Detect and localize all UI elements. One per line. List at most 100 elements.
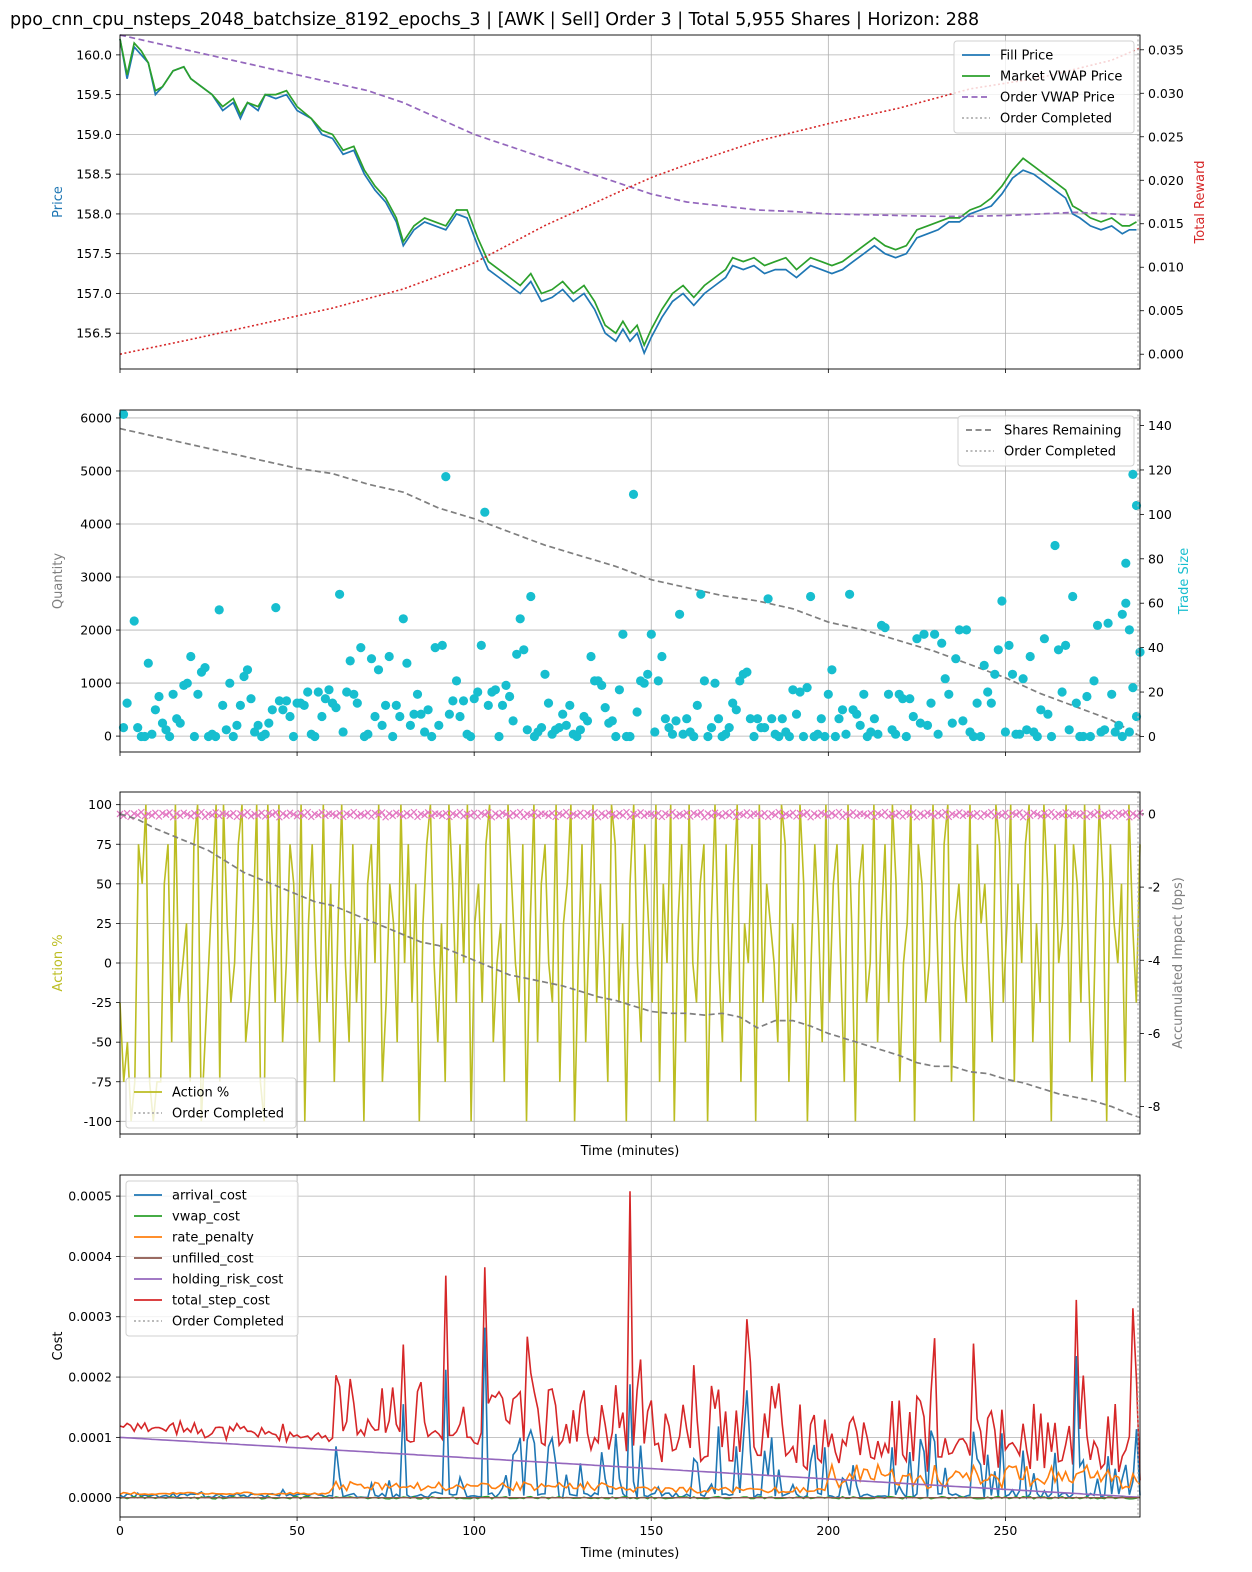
- legend-label: unfilled_cost: [172, 1252, 254, 1267]
- trade-size-point: [342, 687, 352, 697]
- trade-size-point: [1057, 687, 1067, 697]
- trade-size-point: [494, 731, 504, 742]
- impact-marker: [1086, 810, 1094, 818]
- impact-marker: [906, 811, 914, 819]
- panel-cost: 0 50 100 150 200 250 0.0000 0.0001 0.0002 0.0003 0…: [51, 1174, 1141, 1561]
- figure-title: ppo_cnn_cpu_nsteps_2048_batchsize_8192_e…: [10, 10, 979, 30]
- trade-size-point: [324, 685, 334, 695]
- impact-marker: [785, 811, 793, 819]
- series-accumulated-impact: [119, 813, 1141, 1119]
- legend: Action % Order Completed: [125, 1077, 297, 1129]
- y-tick-label: 157.0: [76, 286, 112, 301]
- trade-size-point: [940, 674, 950, 684]
- trade-size-point: [972, 698, 982, 708]
- impact-marker: [435, 810, 443, 818]
- trade-size-point: [118, 723, 129, 733]
- y-tick-label: -25: [92, 995, 112, 1010]
- trade-size-point: [448, 696, 458, 706]
- y-tick-label: 159.0: [76, 127, 112, 142]
- trade-size-point: [214, 605, 224, 615]
- impact-marker: [970, 812, 977, 820]
- impact-marker: [715, 810, 722, 818]
- trade-size-point: [961, 625, 972, 635]
- trade-size-point: [1036, 705, 1046, 715]
- impact-marker: [1058, 811, 1066, 819]
- trade-size-point: [274, 696, 284, 706]
- trade-size-point: [466, 731, 476, 742]
- impact-marker: [672, 812, 680, 820]
- impact-marker: [746, 812, 754, 820]
- impact-marker: [566, 812, 574, 820]
- impact-marker: [676, 810, 684, 818]
- trade-size-point: [512, 649, 522, 659]
- trade-size-point: [891, 729, 901, 739]
- y-tick-label: 0.0001: [68, 1430, 112, 1445]
- impact-marker: [828, 809, 836, 817]
- impact-marker: [846, 811, 854, 819]
- y2-tick-label: -8: [1148, 1099, 1161, 1114]
- impact-marker: [1129, 810, 1137, 818]
- trade-size-point: [802, 683, 812, 693]
- legend-box: [125, 1077, 297, 1129]
- trade-size-point: [363, 729, 373, 739]
- y2-tick-label: 100: [1148, 507, 1172, 522]
- impact-marker: [502, 810, 510, 818]
- y-tick-label: 6000: [80, 410, 112, 425]
- trade-size-point: [168, 689, 178, 699]
- y-tick-label: 0.0000: [68, 1490, 112, 1505]
- trade-size-point: [827, 665, 837, 675]
- trade-size-point: [1128, 683, 1138, 693]
- trade-size-point: [281, 696, 292, 706]
- trade-size-point: [416, 709, 426, 719]
- y-tick-label: 4000: [80, 517, 112, 532]
- trade-size-point: [643, 669, 653, 679]
- trade-size-point: [1103, 618, 1113, 628]
- x-axis-label: Time (minutes): [580, 1546, 680, 1561]
- panel-action: -100 -75 -50 -25 0 25 50 75 100 -8 -6 -4 -2 0 Action %…: [51, 791, 1186, 1159]
- trade-size-point: [866, 727, 876, 737]
- trade-size-point: [434, 720, 444, 731]
- trade-size-point: [745, 714, 756, 724]
- trade-size-point: [182, 678, 192, 688]
- trade-size-point: [922, 720, 933, 731]
- trade-size-point: [586, 651, 596, 662]
- impact-marker: [1023, 810, 1031, 818]
- trade-size-point: [317, 711, 327, 722]
- impact-marker: [375, 811, 382, 819]
- impact-marker: [527, 811, 535, 819]
- trade-size-point: [791, 709, 802, 719]
- trade-size-point: [221, 725, 231, 735]
- axes-border: [119, 791, 1141, 1135]
- impact-marker: [863, 812, 871, 820]
- trade-size-point: [473, 687, 483, 697]
- impact-marker: [297, 809, 305, 817]
- trade-size-point: [143, 658, 153, 668]
- y2-tick-label: 80: [1148, 551, 1164, 566]
- trade-size-point: [852, 709, 862, 719]
- trade-size-point: [451, 676, 462, 686]
- impact-marker: [704, 810, 712, 818]
- trade-size-point: [536, 723, 547, 733]
- impact-marker: [860, 810, 868, 818]
- trade-size-point: [437, 640, 447, 651]
- trade-size-point: [752, 714, 763, 724]
- y-tick-label: -75: [92, 1074, 112, 1089]
- trade-size-point: [313, 687, 323, 697]
- trade-size-point: [625, 731, 635, 742]
- impact-marker: [888, 810, 896, 818]
- trade-size-point: [235, 700, 245, 711]
- legend-label: vwap_cost: [172, 1210, 240, 1225]
- trade-size-point: [299, 700, 309, 711]
- trade-size-point: [607, 716, 617, 726]
- trade-size-point: [795, 687, 805, 697]
- impact-marker: [916, 810, 924, 818]
- x-tick-label: 0: [116, 1523, 124, 1538]
- impact-marker: [722, 809, 730, 817]
- trade-size-point: [554, 723, 564, 733]
- trade-size-point: [703, 731, 713, 742]
- impact-marker: [183, 810, 191, 818]
- impact-marker: [800, 811, 807, 819]
- y-tick-label: 100: [88, 797, 112, 812]
- impact-marker: [647, 810, 655, 818]
